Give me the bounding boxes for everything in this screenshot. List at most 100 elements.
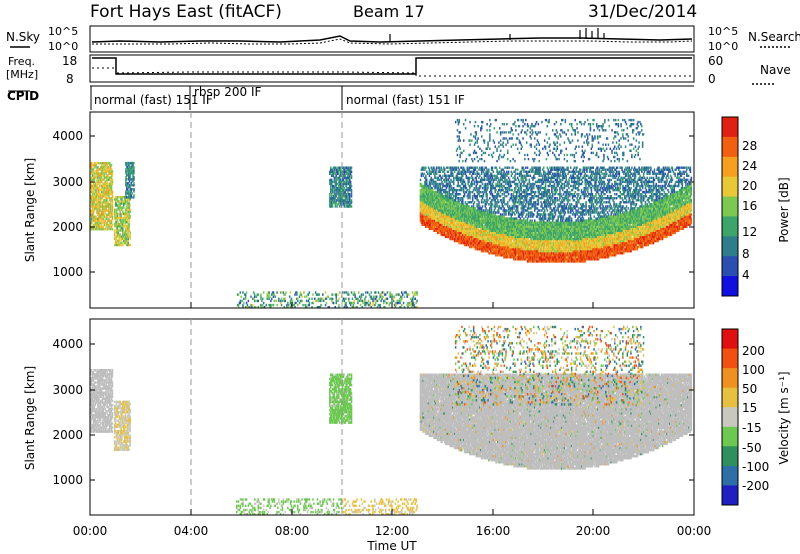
power-cell <box>456 205 459 208</box>
power-cell <box>422 195 424 198</box>
power-cell <box>527 174 530 177</box>
power-cell <box>453 219 456 222</box>
cpid-segment-2: rbsp 200 IF <box>194 85 261 99</box>
power-cell <box>436 219 439 222</box>
power-cell <box>330 172 332 175</box>
power-cell <box>452 193 454 196</box>
power-cell <box>425 213 427 216</box>
power-cell <box>99 215 101 218</box>
power-cell <box>472 178 475 182</box>
power-cell <box>479 235 481 239</box>
power-cell <box>105 190 107 194</box>
power-cell <box>444 197 447 200</box>
power-cell <box>108 217 110 221</box>
power-cell <box>471 233 473 237</box>
power-cell <box>517 199 520 202</box>
power-cell <box>338 195 340 198</box>
power-cell <box>435 182 437 186</box>
power-cell <box>469 217 471 220</box>
power-cell <box>529 168 531 171</box>
power-cell <box>444 225 446 228</box>
power-cell <box>461 166 463 169</box>
power-cell <box>125 178 127 181</box>
power-cell <box>491 203 494 206</box>
power-cell <box>424 221 426 224</box>
power-cell <box>468 184 470 188</box>
power-cell <box>333 199 336 202</box>
power-cell <box>451 221 453 224</box>
power-cell <box>343 193 346 196</box>
power-cell <box>458 231 460 235</box>
power-cell <box>427 197 430 200</box>
power-cell <box>457 172 459 175</box>
power-cell <box>452 225 454 228</box>
power-cell <box>525 215 527 218</box>
power-cell <box>456 217 459 220</box>
power-cell <box>125 208 128 211</box>
power-cell <box>523 168 525 171</box>
power-cell <box>451 170 453 173</box>
power-cell <box>97 223 99 227</box>
power-cell <box>131 188 133 191</box>
power-cell <box>462 213 464 216</box>
power-cell <box>91 228 94 231</box>
power-cell <box>480 221 483 224</box>
power-cell <box>90 209 93 212</box>
power-cell <box>434 190 436 194</box>
power-cell <box>123 206 125 209</box>
power-cell <box>454 215 457 218</box>
power-cell <box>349 197 351 200</box>
power-cell <box>130 182 132 185</box>
power-cell <box>476 180 478 184</box>
power-cell <box>443 229 445 232</box>
power-cell <box>469 245 471 249</box>
power-cell <box>110 184 113 188</box>
power-cell <box>107 203 109 206</box>
power-cell <box>118 200 120 203</box>
power-cell <box>102 217 105 221</box>
power-cell <box>101 209 104 212</box>
power-cell <box>122 233 124 236</box>
power-cell <box>439 221 441 224</box>
power-cell <box>98 223 100 227</box>
power-cell <box>474 197 477 200</box>
power-cell <box>449 225 451 228</box>
power-cell <box>452 168 454 171</box>
power-cell <box>480 178 483 182</box>
power-cell <box>100 228 103 231</box>
power-cell <box>123 212 125 216</box>
power-cell <box>109 203 112 206</box>
power-cell <box>435 201 438 204</box>
power-cell <box>126 161 128 165</box>
power-cell <box>336 186 338 190</box>
power-cell <box>453 170 456 173</box>
power-cell <box>100 164 103 167</box>
power-cell <box>119 243 121 247</box>
power-cell <box>93 162 96 165</box>
power-cell <box>457 219 459 222</box>
power-cell <box>90 170 93 173</box>
power-cell <box>343 186 346 190</box>
power-cell <box>341 172 344 175</box>
power-cell <box>332 195 335 198</box>
power-cell <box>349 180 351 184</box>
power-cell <box>106 186 108 190</box>
power-cell <box>334 205 336 208</box>
power-cell <box>118 208 120 211</box>
power-cell <box>338 166 340 169</box>
power-cell <box>446 199 449 202</box>
power-cell <box>338 176 340 180</box>
power-cell <box>350 193 353 196</box>
power-cell <box>126 221 129 224</box>
power-cell <box>421 193 423 196</box>
power-cell <box>472 229 475 232</box>
power-cell <box>461 203 463 206</box>
power-cell <box>124 229 127 232</box>
power-cell <box>123 239 125 243</box>
power-cell <box>451 205 453 208</box>
freq-trace <box>92 57 692 75</box>
power-cell <box>100 211 103 214</box>
power-cell <box>101 225 104 229</box>
power-cell <box>104 182 106 185</box>
power-cell <box>427 209 430 212</box>
